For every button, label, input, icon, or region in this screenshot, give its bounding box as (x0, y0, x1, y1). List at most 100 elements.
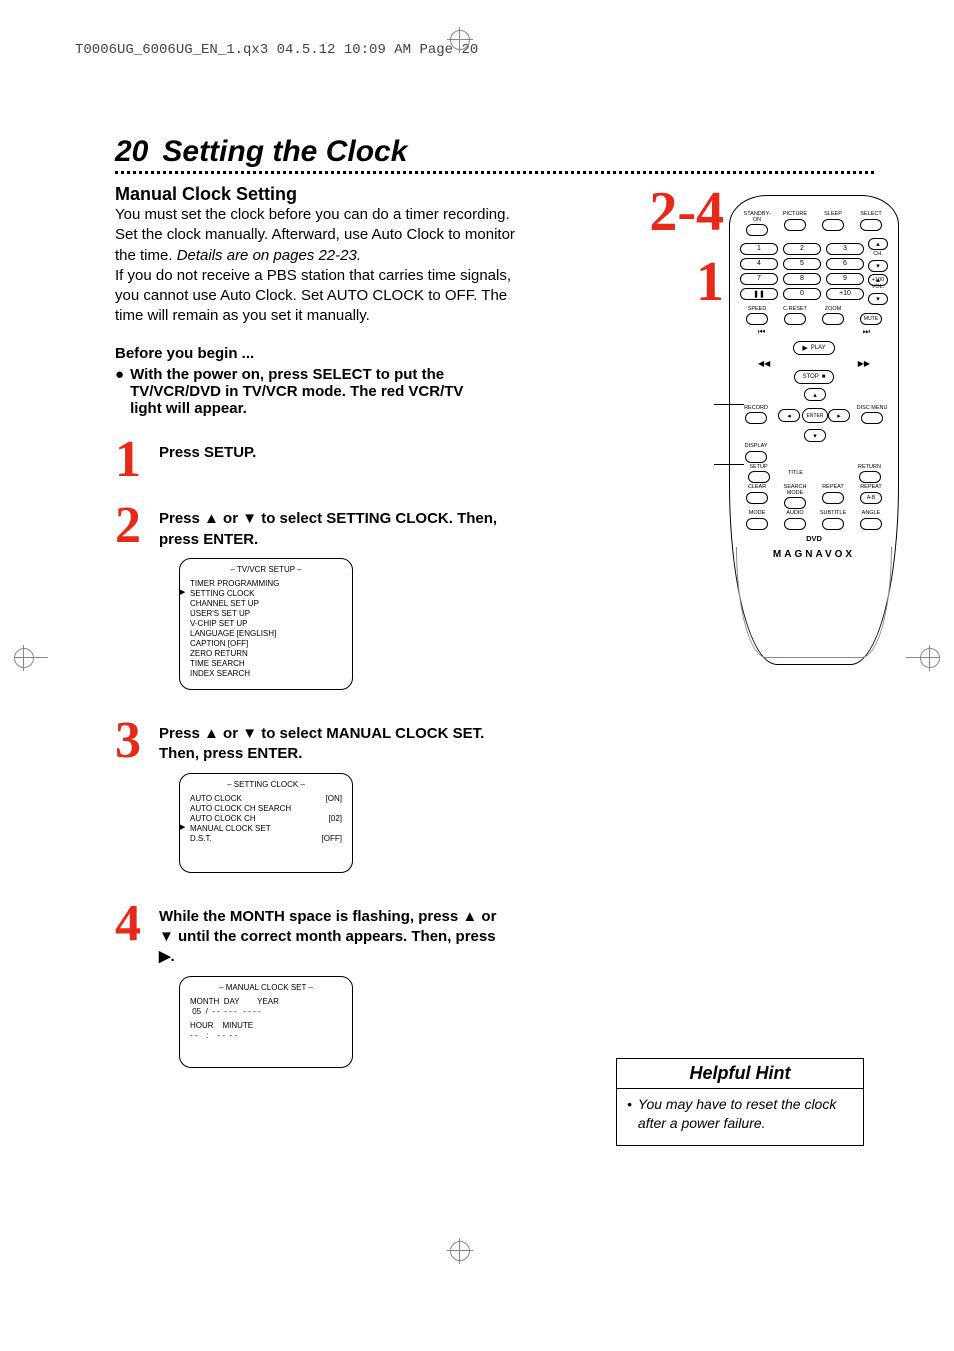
stop-button[interactable]: STOP■ (794, 370, 835, 384)
crop-mark-icon (450, 30, 470, 50)
osd-row: MANUAL CLOCK SET (190, 824, 342, 834)
step-3: 3 Press ▲ or ▼ to select MANUAL CLOCK SE… (115, 718, 515, 765)
remote-label: SLEEP (824, 212, 842, 218)
speed-button[interactable] (746, 313, 768, 325)
setup-button[interactable] (748, 471, 770, 483)
creset-button[interactable] (784, 313, 806, 325)
hint-title: Helpful Hint (617, 1059, 863, 1089)
angle-button[interactable] (860, 518, 882, 530)
clear-button[interactable] (746, 492, 768, 504)
repeat-ab-button[interactable]: A-B (860, 492, 882, 504)
num-7-button[interactable]: 7 (740, 273, 778, 285)
crop-mark-icon (450, 1241, 470, 1261)
intro-reference: Details are on pages 22-23. (177, 247, 361, 264)
remote-label: C.RESET (783, 307, 807, 313)
remote-label: CLEAR (748, 485, 766, 491)
osd-row: ZERO RETURN (190, 649, 342, 659)
osd-row: MONTH DAY YEAR (190, 997, 342, 1007)
dpad: ▴ ▾ ◂ ▸ ENTER (772, 388, 856, 442)
remote-label: RECORD (744, 406, 768, 412)
osd-row: CAPTION [OFF] (190, 639, 342, 649)
num-0-button[interactable]: 0 (783, 288, 821, 300)
ch-up-button[interactable]: ▴ (868, 238, 888, 250)
num-5-button[interactable]: 5 (783, 258, 821, 270)
standby-button[interactable] (746, 224, 768, 236)
picture-button[interactable] (784, 219, 806, 231)
remote-label: STANDBY-ON (740, 212, 774, 223)
dpad-right-button[interactable]: ▸ (828, 409, 850, 422)
intro-paragraph: You must set the clock before you can do… (115, 205, 515, 266)
num-8-button[interactable]: 8 (783, 273, 821, 285)
page-title: Setting the Clock (162, 135, 407, 169)
return-button[interactable] (859, 471, 881, 483)
callout-1: 1 (649, 250, 724, 314)
num-2-button[interactable]: 2 (783, 243, 821, 255)
remote-label: ANGLE (862, 511, 881, 517)
osd-row: AUTO CLOCK CH SEARCH (190, 804, 342, 814)
osd-manual-clock: – MANUAL CLOCK SET – MONTH DAY YEAR 05 /… (179, 976, 353, 1068)
vol-down-button[interactable]: ▾ (868, 293, 888, 305)
step-text: Press ▲ or ▼ to select MANUAL CLOCK SET.… (159, 718, 515, 765)
remote-label: CH. (873, 252, 882, 258)
ch-down-button[interactable]: ▾ (868, 260, 888, 272)
remote-label: SELECT (860, 212, 881, 218)
plus10-button[interactable]: +10 (826, 288, 864, 300)
step-number: 4 (115, 901, 159, 948)
record-button[interactable] (745, 412, 767, 424)
repeat-button[interactable] (822, 492, 844, 504)
num-6-button[interactable]: 6 (826, 258, 864, 270)
num-3-button[interactable]: 3 (826, 243, 864, 255)
remote-label (870, 307, 872, 313)
audio-button[interactable] (784, 518, 806, 530)
osd-row: AUTO CLOCK CH[02] (190, 814, 342, 824)
step-number: 2 (115, 503, 159, 550)
num-1-button[interactable]: 1 (740, 243, 778, 255)
callout-numbers: 2-4 1 (649, 180, 724, 314)
remote-label: MODE (749, 511, 766, 517)
hint-text: You may have to reset the clock after a … (638, 1095, 853, 1133)
osd-row: AUTO CLOCK[ON] (190, 794, 342, 804)
osd-row: 05 / - - - - - - - - - (190, 1007, 342, 1017)
sleep-button[interactable] (822, 219, 844, 231)
remote-label: SEARCH MODE (778, 485, 812, 496)
display-button[interactable] (745, 451, 767, 463)
doc-header: T0006UG_6006UG_EN_1.qx3 04.5.12 10:09 AM… (75, 42, 478, 58)
osd-row: SETTING CLOCK (190, 589, 342, 599)
num-4-button[interactable]: 4 (740, 258, 778, 270)
osd-row: CHANNEL SET UP (190, 599, 342, 609)
dpad-left-button[interactable]: ◂ (778, 409, 800, 422)
osd-row: V-CHIP SET UP (190, 619, 342, 629)
osd-title: – TV/VCR SETUP – (190, 565, 342, 575)
osd-title: – SETTING CLOCK – (190, 780, 342, 790)
osd-row: D.S.T.[OFF] (190, 834, 342, 844)
enter-button[interactable]: ENTER (802, 408, 828, 423)
remote-label: SPEED (748, 307, 767, 313)
osd-title: – MANUAL CLOCK SET – (190, 983, 342, 993)
dpad-up-button[interactable]: ▴ (804, 388, 826, 401)
remote-label: DISPLAY (745, 444, 768, 450)
disc-menu-button[interactable] (861, 412, 883, 424)
num-9-button[interactable]: 9 (826, 273, 864, 285)
zoom-button[interactable] (822, 313, 844, 325)
select-button[interactable] (860, 219, 882, 231)
stop-icon: ■ (822, 374, 826, 380)
before-begin-bullet: ● With the power on, press SELECT to put… (115, 366, 495, 417)
searchmode-button[interactable] (784, 497, 806, 509)
dpad-down-button[interactable]: ▾ (804, 429, 826, 442)
crop-mark-icon (906, 648, 940, 666)
pause-button[interactable]: ❚❚ (740, 288, 778, 300)
callout-2-4: 2-4 (649, 180, 724, 244)
mode-button[interactable] (746, 518, 768, 530)
remote-label: PICTURE (783, 212, 807, 218)
remote-outline (736, 547, 892, 658)
helpful-hint-box: Helpful Hint • You may have to reset the… (616, 1058, 864, 1146)
bullet-text: With the power on, press SELECT to put t… (130, 366, 495, 417)
osd-row: HOUR MINUTE (190, 1021, 342, 1031)
remote-label: SUBTITLE (820, 511, 846, 517)
dvd-logo: DVD (740, 534, 888, 543)
step-text: Press ▲ or ▼ to select SETTING CLOCK. Th… (159, 503, 515, 550)
mute-button[interactable]: MUTE (860, 313, 882, 325)
step-4: 4 While the MONTH space is flashing, pre… (115, 901, 515, 968)
subtitle-button[interactable] (822, 518, 844, 530)
play-button[interactable]: ▶PLAY (793, 341, 834, 355)
